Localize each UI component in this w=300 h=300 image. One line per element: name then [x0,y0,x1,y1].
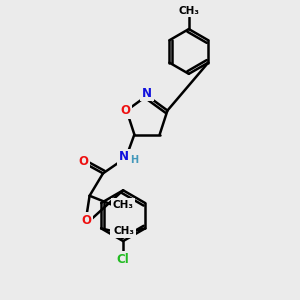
Text: N: N [119,150,129,164]
Text: O: O [120,104,130,117]
Text: CH₃: CH₃ [112,226,133,236]
Text: H: H [130,155,138,165]
Text: N: N [142,87,152,100]
Text: CH₃: CH₃ [178,5,199,16]
Text: CH₃: CH₃ [113,200,134,210]
Text: O: O [79,155,88,168]
Text: O: O [81,214,91,227]
Text: Cl: Cl [117,253,130,266]
Text: CH₃: CH₃ [114,226,135,236]
